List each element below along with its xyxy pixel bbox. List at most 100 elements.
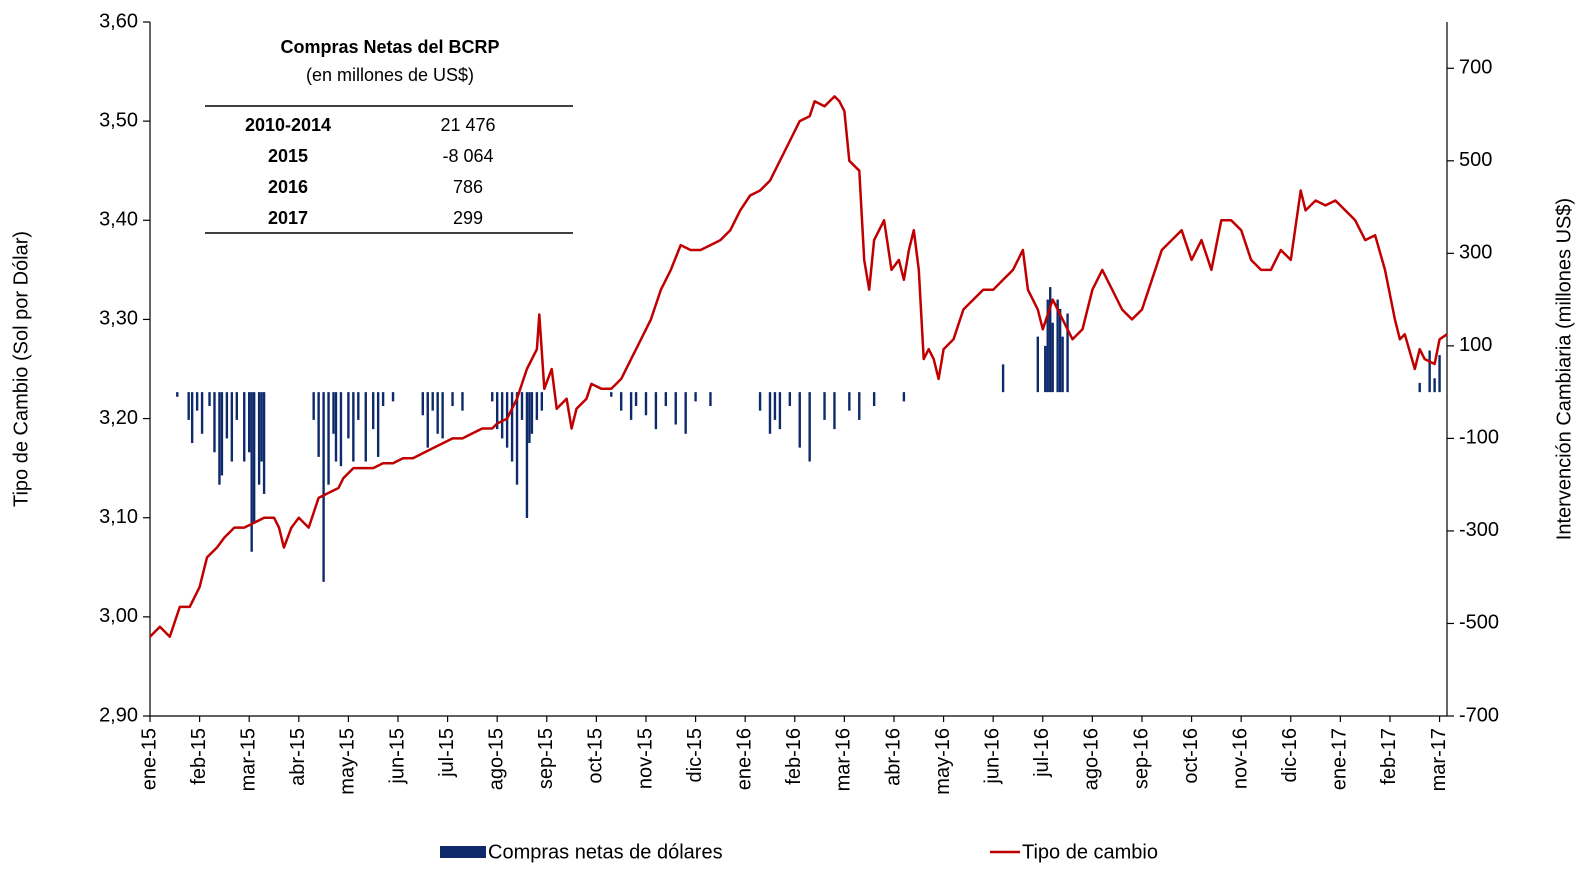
x-tick-label: may-15	[337, 728, 359, 795]
bar	[515, 392, 519, 485]
bar	[1001, 364, 1005, 393]
bar	[525, 392, 529, 518]
bar	[357, 392, 360, 420]
bar	[644, 392, 648, 416]
bar	[610, 392, 613, 397]
inset-row-value: 21 476	[440, 115, 495, 135]
bar	[247, 392, 251, 453]
bar	[788, 392, 792, 407]
bar	[334, 392, 338, 462]
bar	[634, 392, 638, 407]
y-tick-label: 3,20	[99, 407, 138, 429]
x-tick-label: feb-17	[1378, 728, 1400, 785]
bar	[664, 392, 668, 407]
bar	[195, 392, 199, 411]
bar	[332, 392, 335, 434]
inset-row-value: 299	[453, 208, 483, 228]
x-tick-label: jul-15	[436, 728, 458, 778]
bar	[376, 392, 380, 457]
bar	[1049, 287, 1052, 393]
x-tick-label: feb-15	[188, 728, 210, 785]
x-tick-label: oct-15	[585, 728, 607, 784]
bar	[778, 392, 782, 430]
bar	[530, 392, 534, 434]
x-tick-label: oct-16	[1180, 728, 1202, 784]
bar	[758, 392, 762, 411]
x-tick-label: ago-15	[485, 728, 507, 790]
y2-axis-label: Intervención Cambiaria (millones US$)	[1553, 198, 1575, 540]
bar	[1036, 336, 1040, 393]
x-tick-label: ene-17	[1329, 728, 1351, 790]
bar	[230, 392, 234, 462]
x-tick-label: jun-16	[981, 728, 1003, 785]
y2-tick-label: 500	[1459, 149, 1492, 171]
bar	[317, 392, 320, 457]
bar	[200, 392, 204, 434]
bar	[798, 392, 801, 448]
bar	[1056, 299, 1059, 393]
bar	[371, 392, 375, 430]
legend-label: Compras netas de dólares	[488, 841, 723, 863]
bar	[858, 392, 861, 420]
y-tick-label: 3,30	[99, 308, 138, 330]
x-tick-label: feb-16	[783, 728, 805, 785]
bar	[629, 392, 633, 420]
bar	[1058, 308, 1062, 393]
inset-row-label: 2016	[268, 177, 308, 197]
bar	[339, 392, 343, 467]
bar	[694, 392, 697, 402]
bar	[421, 392, 424, 416]
y-tick-label: 3,40	[99, 209, 138, 231]
x-tick-label: nov-15	[634, 728, 656, 789]
y-tick-label: 3,50	[99, 109, 138, 131]
x-tick-label: dic-15	[684, 728, 706, 782]
bar	[833, 392, 836, 430]
bar	[491, 392, 494, 402]
y2-tick-label: -100	[1459, 427, 1499, 449]
bar	[1418, 382, 1421, 393]
bar	[1066, 313, 1069, 393]
y2-tick-label: 700	[1459, 57, 1492, 79]
bar	[674, 392, 677, 425]
bar	[208, 392, 211, 407]
bar	[535, 392, 539, 420]
bar	[709, 392, 712, 407]
bar	[500, 392, 504, 439]
bar	[461, 392, 464, 411]
bar	[190, 392, 194, 444]
bar	[187, 392, 190, 420]
bar	[872, 392, 876, 407]
bar	[528, 392, 531, 444]
bar	[510, 392, 514, 462]
bar	[352, 392, 355, 462]
inset-subtitle: (en millones de US$)	[306, 65, 474, 85]
x-tick-label: ene-16	[733, 728, 755, 790]
bar	[1044, 345, 1047, 393]
bar	[218, 392, 221, 485]
bar	[431, 392, 434, 411]
x-tick-label: jul-16	[1031, 728, 1053, 778]
bar	[225, 392, 229, 439]
bar	[768, 392, 772, 434]
x-tick-label: nov-16	[1229, 728, 1251, 789]
x-tick-label: ago-16	[1081, 728, 1103, 790]
bar	[243, 392, 246, 462]
bar	[441, 392, 444, 439]
bar	[327, 392, 330, 485]
bar	[495, 392, 499, 430]
bar	[260, 392, 263, 462]
inset-row-value: 786	[453, 177, 483, 197]
x-tick-label: dic-16	[1279, 728, 1301, 782]
bar	[322, 392, 325, 582]
bar	[1433, 378, 1436, 393]
y-tick-label: 3,60	[99, 10, 138, 32]
inset-title: Compras Netas del BCRP	[280, 37, 499, 57]
bar	[1428, 350, 1431, 393]
bar	[1046, 299, 1049, 393]
bar	[381, 392, 385, 407]
bar	[364, 392, 367, 462]
inset-row-value: -8 064	[442, 146, 493, 166]
bar	[520, 392, 524, 420]
bar	[684, 392, 687, 434]
bar	[312, 392, 315, 420]
